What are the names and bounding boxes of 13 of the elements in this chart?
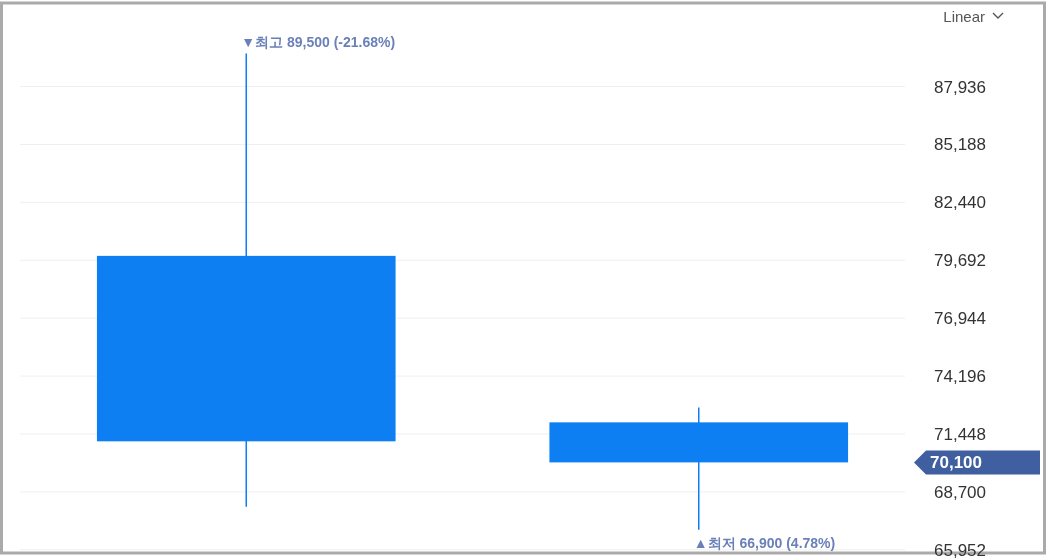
y-tick-label: 76,944 bbox=[934, 309, 986, 329]
text: Linear bbox=[943, 8, 985, 25]
y-tick-label: 79,692 bbox=[934, 251, 986, 271]
price-tag: 70,100 bbox=[914, 450, 1040, 475]
y-tick-label: 68,700 bbox=[934, 482, 986, 502]
y-tick-label: 71,448 bbox=[934, 424, 986, 444]
y-tick-label: 87,936 bbox=[934, 77, 986, 97]
annotation: ▲최저 66,900 (4.78%) bbox=[693, 534, 836, 551]
annotation: ▼최고 89,500 (-21.68%) bbox=[241, 33, 396, 50]
y-tick-label: 85,188 bbox=[934, 135, 986, 155]
y-tick-label: 74,196 bbox=[934, 367, 986, 387]
y-tick-label: 82,440 bbox=[934, 193, 986, 213]
y-tick-label: 65,952 bbox=[934, 540, 986, 560]
